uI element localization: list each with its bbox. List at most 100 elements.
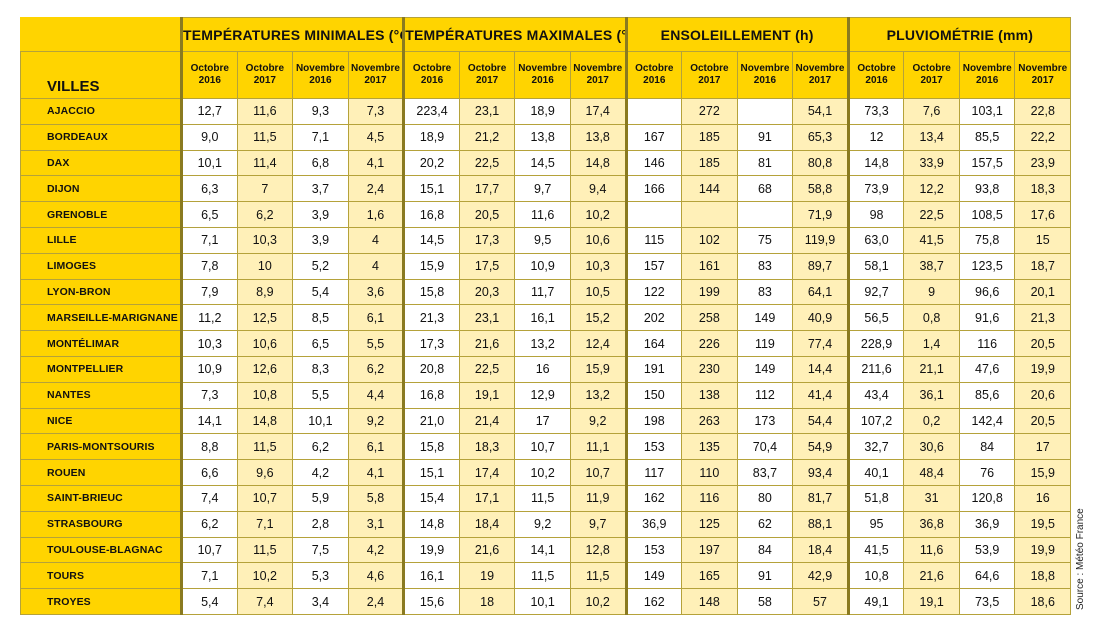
period-month: Novembre: [518, 63, 568, 74]
data-cell: 6,3: [180, 175, 238, 203]
data-cell: 9,2: [347, 407, 405, 435]
data-cell: 85,6: [958, 381, 1016, 409]
data-cell: 0,2: [903, 407, 960, 435]
period-header: Novembre 2017: [569, 51, 627, 99]
data-cell: 166: [624, 175, 683, 203]
table-row: ROUEN 6,6 9,6 4,2 4,1 15,1 17,4 10,2 10,7 117 110 8…: [20, 459, 1072, 486]
data-cell: 10,3: [569, 252, 627, 280]
data-cell: 21,6: [458, 330, 516, 357]
data-cell: 68: [736, 175, 794, 203]
data-cell: 13,8: [514, 123, 571, 151]
data-cell: 19,9: [402, 536, 460, 564]
data-cell: 21,0: [402, 407, 460, 435]
city-name: PARIS-MONTSOURIS: [20, 433, 182, 461]
city-name: TOULOUSE-BLAGNAC: [20, 536, 182, 564]
period-year: 2017: [364, 75, 387, 86]
group-header-temp-max: TEMPÉRATURES MAXIMALES (°C): [402, 17, 627, 52]
data-cell: 14,4: [792, 355, 849, 383]
period-year: 2017: [1031, 75, 1054, 86]
city-name: SAINT-BRIEUC: [20, 484, 182, 512]
data-cell: 18,4: [458, 510, 516, 538]
city-name: LIMOGES: [20, 252, 182, 280]
data-cell: 70,4: [736, 433, 794, 461]
period-header: Novembre 2017: [792, 51, 849, 99]
data-cell: 119: [736, 330, 794, 357]
data-cell: 162: [624, 588, 683, 615]
data-cell: 73,5: [958, 588, 1016, 615]
source-note: Source : Météo France: [1075, 508, 1086, 610]
period-month: Novembre: [1018, 63, 1068, 74]
data-cell: 10,1: [514, 588, 571, 615]
period-month: Octobre: [467, 63, 507, 74]
data-cell: 153: [624, 433, 683, 461]
city-name: BORDEAUX: [20, 123, 182, 151]
data-cell: 9,4: [569, 175, 627, 203]
data-cell: 80: [736, 484, 794, 512]
data-cell: 10,5: [569, 278, 627, 306]
city-name: TROYES: [20, 588, 182, 615]
data-cell: 18: [458, 588, 516, 615]
data-cell: 9: [903, 278, 960, 306]
data-cell: 9,2: [569, 407, 627, 435]
table-row: AJACCIO 12,7 11,6 9,3 7,3 223,4 23,1 18,9 17,4 27…: [20, 98, 1072, 125]
data-cell: 80,8: [792, 149, 849, 177]
data-cell: 77,4: [792, 330, 849, 357]
data-cell: 11,9: [569, 484, 627, 512]
data-cell: 4,1: [347, 149, 405, 177]
table-row: TROYES 5,4 7,4 3,4 2,4 15,6 18 10,1 10,2 162 148 58…: [20, 588, 1072, 615]
data-cell: 10,8: [236, 381, 294, 409]
data-cell: 199: [681, 278, 738, 306]
data-cell: 16,1: [402, 562, 460, 590]
data-cell: 21,4: [458, 407, 516, 435]
data-cell: 71,9: [792, 201, 849, 228]
data-cell: 13,2: [569, 381, 627, 409]
data-cell: 10,6: [236, 330, 294, 357]
data-cell: 272: [681, 98, 738, 125]
city-name: TOURS: [20, 562, 182, 590]
data-cell: 3,1: [347, 510, 405, 538]
data-cell: 63,0: [846, 226, 905, 254]
data-cell: 41,5: [846, 536, 905, 564]
data-cell: 10,7: [514, 433, 571, 461]
table-row: TOULOUSE-BLAGNAC 10,7 11,5 7,5 4,2 19,9 21,6 14…: [20, 536, 1072, 564]
data-cell: 14,8: [846, 149, 905, 177]
period-year: 2017: [698, 75, 721, 86]
data-cell: 21,6: [458, 536, 516, 564]
period-year: 2016: [643, 75, 666, 86]
data-cell: 83: [736, 278, 794, 306]
data-cell: 11,2: [180, 304, 238, 332]
city-name: MARSEILLE-MARIGNANE: [20, 304, 182, 332]
data-cell: 40,9: [792, 304, 849, 332]
table-row: MONTÉLIMAR 10,3 10,6 6,5 5,5 17,3 21,6 13,2 12,4…: [20, 330, 1072, 357]
data-cell: 6,2: [347, 355, 405, 383]
data-cell: 18,9: [514, 98, 571, 125]
data-cell: 157: [624, 252, 683, 280]
data-cell: 116: [958, 330, 1016, 357]
data-cell: 10,7: [180, 536, 238, 564]
data-cell: 14,5: [514, 149, 571, 177]
data-cell: 5,4: [180, 588, 238, 615]
data-cell: 230: [681, 355, 738, 383]
data-cell: 3,6: [347, 278, 405, 306]
data-cell: 20,1: [1014, 278, 1072, 306]
data-cell: 20,5: [458, 201, 516, 228]
data-cell: 54,9: [792, 433, 849, 461]
city-name: MONTPELLIER: [20, 355, 182, 383]
data-cell: 17,7: [458, 175, 516, 203]
data-cell: 17,5: [458, 252, 516, 280]
data-cell: 185: [681, 149, 738, 177]
period-month: Novembre: [962, 63, 1012, 74]
data-cell: 6,2: [292, 433, 349, 461]
table-row: NICE 14,1 14,8 10,1 9,2 21,0 21,4 17 9,2 198 263 17…: [20, 407, 1072, 435]
data-cell: 58,8: [792, 175, 849, 203]
data-cell: 11,6: [903, 536, 960, 564]
data-cell: 16,8: [402, 201, 460, 228]
data-cell: 96,6: [958, 278, 1016, 306]
data-cell: 7,3: [180, 381, 238, 409]
data-cell: 20,5: [1014, 407, 1072, 435]
data-cell: 11,4: [236, 149, 294, 177]
data-cell: 1,4: [903, 330, 960, 357]
data-cell: 102: [681, 226, 738, 254]
data-cell: 19,9: [1014, 355, 1072, 383]
period-year: 2017: [475, 75, 499, 86]
